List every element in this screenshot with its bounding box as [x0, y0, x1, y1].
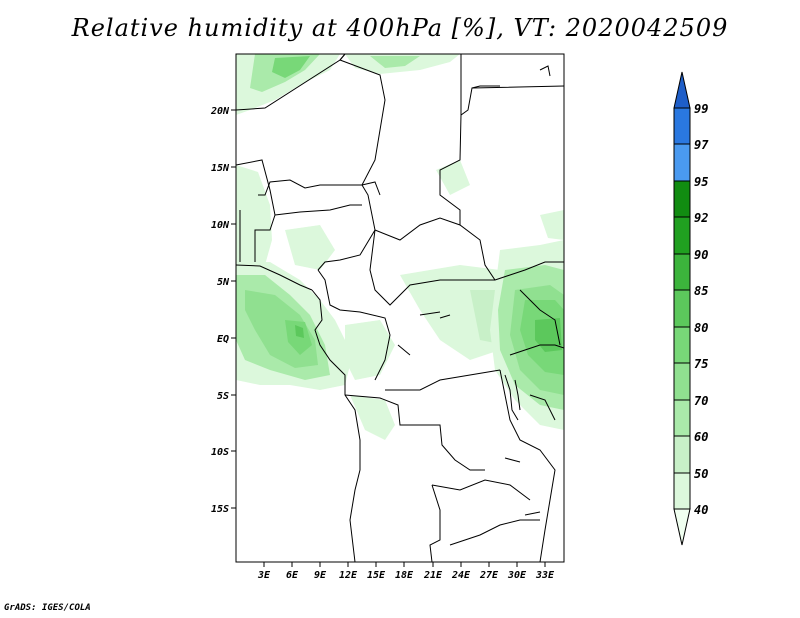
colorbar-segment: [673, 143, 691, 182]
colorbar-label: 80: [694, 321, 708, 335]
colorbar-label: 40: [694, 503, 708, 517]
lat-label: 5S: [217, 391, 229, 402]
colorbar-segment: [673, 326, 691, 364]
colorbar: [673, 71, 691, 546]
colorbar-label: 97: [694, 138, 709, 152]
colorbar-segment: [673, 253, 691, 291]
colorbar-label: 85: [694, 284, 708, 298]
colorbar-segment: [673, 107, 691, 145]
colorbar-segment: [673, 399, 691, 437]
colorbar-label: 99: [694, 102, 708, 116]
colorbar-label: 75: [694, 357, 708, 371]
lat-label: 10N: [211, 220, 230, 231]
lat-label: EQ: [217, 334, 229, 345]
lat-label: 10S: [211, 447, 229, 458]
lon-label: 3E: [257, 570, 271, 581]
lon-label: 6E: [286, 570, 299, 581]
colorbar-top-triangle: [673, 71, 691, 109]
lon-label: 30E: [507, 570, 527, 581]
humidity-field: [236, 54, 564, 440]
colorbar-segment: [673, 472, 691, 510]
map-frame: [235, 53, 565, 563]
colorbar-label: 50: [694, 467, 708, 481]
colorbar-segment: [673, 216, 691, 255]
colorbar-label: 95: [694, 175, 708, 189]
lon-label: 33E: [535, 570, 555, 581]
lon-label: 9E: [314, 570, 327, 581]
colorbar-segment: [673, 289, 691, 328]
lat-label: 15N: [211, 163, 230, 174]
colorbar-label: 92: [694, 211, 708, 225]
lon-label: 27E: [479, 570, 499, 581]
lat-label: 5N: [217, 277, 230, 288]
colorbar-segment: [673, 362, 691, 401]
lon-label: 12E: [339, 570, 358, 581]
lon-label: 24E: [451, 570, 471, 581]
colorbar-segment: [673, 435, 691, 474]
colorbar-segment: [673, 180, 691, 218]
colorbar-label: 70: [694, 394, 708, 408]
lat-label: 20N: [210, 106, 230, 117]
lon-label: 15E: [367, 570, 386, 581]
colorbar-labels: 99 97 95 92 90 85 80 75 70 60 50 40: [694, 102, 709, 517]
lat-label: 15S: [211, 504, 229, 515]
latitude-axis: 20N 15N 10N 5N EQ 5S 10S 15S: [210, 106, 236, 515]
colorbar-label: 60: [694, 430, 708, 444]
chart-title: Relative humidity at 400hPa [%], VT: 202…: [71, 14, 729, 42]
longitude-axis: 3E 6E 9E 12E 15E 18E 21E 24E 27E 30E 33E: [257, 562, 555, 581]
lon-label: 21E: [423, 570, 443, 581]
lon-label: 18E: [395, 570, 414, 581]
country-borders: [236, 54, 564, 562]
credit-text: GrADS: IGES/COLA: [4, 603, 91, 613]
colorbar-label: 90: [694, 248, 708, 262]
colorbar-bottom-triangle: [673, 508, 691, 546]
